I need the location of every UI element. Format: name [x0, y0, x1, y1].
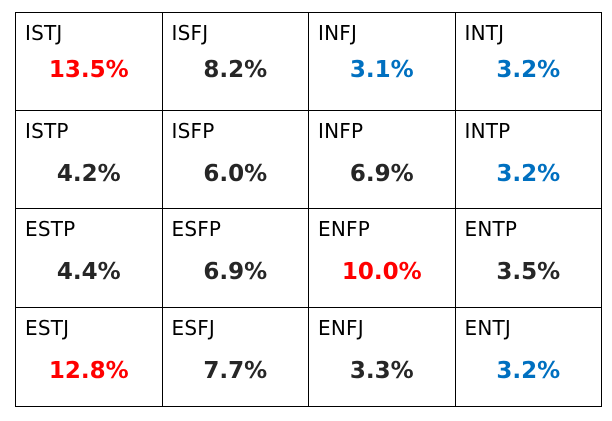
- type-label: ENFJ: [318, 316, 364, 340]
- type-label: ISFP: [171, 119, 215, 143]
- cell-infp: INFP 6.9%: [308, 110, 456, 209]
- type-label: ESFJ: [171, 316, 216, 340]
- percent-value: 3.2%: [496, 358, 561, 384]
- cell-infj: INFJ 3.1%: [308, 12, 456, 111]
- percent-value: 12.8%: [48, 358, 129, 384]
- percent-value: 6.9%: [203, 259, 268, 285]
- percent-value: 3.1%: [349, 57, 414, 83]
- cell-esfp: ESFP 6.9%: [161, 208, 309, 308]
- cell-enfp: ENFP 10.0%: [308, 208, 456, 308]
- cell-isfp: ISFP 6.0%: [161, 110, 309, 209]
- type-label: ENTJ: [464, 316, 512, 340]
- cell-estj: ESTJ 12.8%: [15, 307, 163, 407]
- type-label: INTJ: [464, 21, 505, 45]
- percent-value: 10.0%: [341, 259, 422, 285]
- percent-value: 4.2%: [56, 161, 121, 187]
- cell-intj: INTJ 3.2%: [454, 12, 602, 111]
- type-label: INFP: [318, 119, 364, 143]
- cell-estp: ESTP 4.4%: [15, 208, 163, 308]
- percent-value: 6.9%: [349, 161, 414, 187]
- mbti-distribution-table: ISTJ 13.5% ISFJ 8.2% INFJ 3.1% INTJ 3.2%…: [15, 12, 602, 407]
- cell-enfj: ENFJ 3.3%: [308, 307, 456, 407]
- type-label: ENFP: [318, 217, 370, 241]
- type-label: ISFJ: [171, 21, 209, 45]
- percent-value: 3.5%: [496, 259, 561, 285]
- cell-intp: INTP 3.2%: [454, 110, 602, 209]
- percent-value: 3.2%: [496, 161, 561, 187]
- cell-esfj: ESFJ 7.7%: [161, 307, 309, 407]
- cell-istj: ISTJ 13.5%: [15, 12, 163, 111]
- percent-value: 6.0%: [203, 161, 268, 187]
- type-label: ENTP: [464, 217, 518, 241]
- percent-value: 3.2%: [496, 57, 561, 83]
- cell-entj: ENTJ 3.2%: [454, 307, 602, 407]
- type-label: INFJ: [318, 21, 358, 45]
- type-label: ESFP: [171, 217, 222, 241]
- percent-value: 3.3%: [349, 358, 414, 384]
- type-label: ESTJ: [25, 316, 70, 340]
- cell-isfj: ISFJ 8.2%: [161, 12, 309, 111]
- percent-value: 13.5%: [48, 57, 129, 83]
- type-label: ISTP: [25, 119, 69, 143]
- percent-value: 8.2%: [203, 57, 268, 83]
- percent-value: 4.4%: [56, 259, 121, 285]
- type-label: ISTJ: [25, 21, 63, 45]
- cell-istp: ISTP 4.2%: [15, 110, 163, 209]
- cell-entp: ENTP 3.5%: [454, 208, 602, 308]
- type-label: INTP: [464, 119, 511, 143]
- percent-value: 7.7%: [203, 358, 268, 384]
- type-label: ESTP: [25, 217, 76, 241]
